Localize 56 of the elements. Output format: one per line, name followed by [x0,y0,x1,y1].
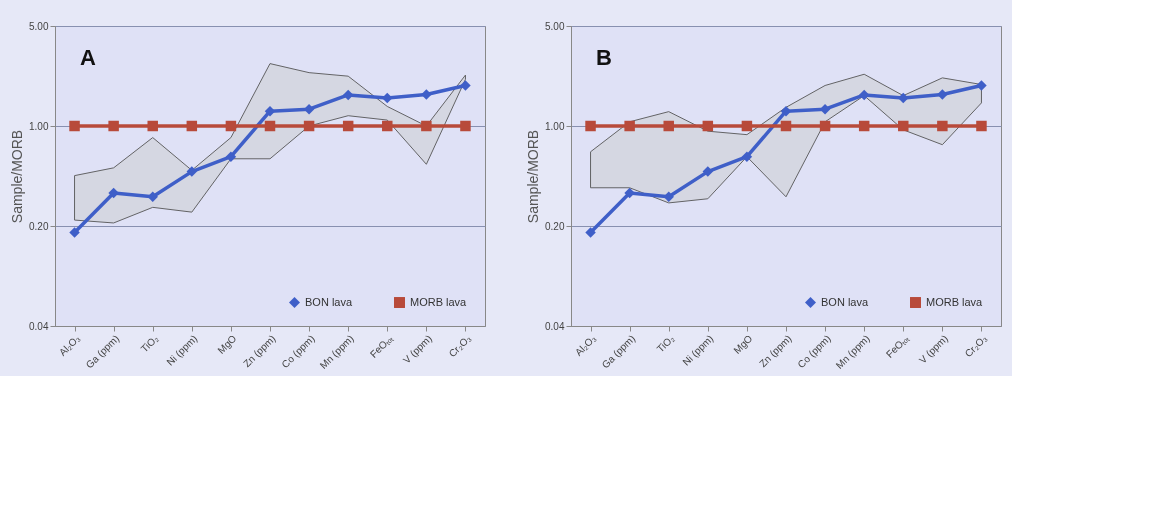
point [69,227,80,238]
point [186,166,198,177]
point [858,120,870,132]
point [225,120,237,132]
legend-label: MORB lava [926,295,984,308]
point [624,187,635,199]
legend-label: BON lava [821,295,869,308]
point [342,89,354,101]
point [898,120,909,132]
legend-label: BON lava [305,295,353,308]
y-tick-label: 1.00 [545,120,565,132]
point [741,120,753,132]
y-tick-label: 0.20 [29,220,49,232]
point [264,120,276,132]
point [741,151,753,162]
point [976,80,987,91]
point [976,120,987,132]
point [382,120,393,132]
point [702,166,714,177]
annotation: B [596,45,612,70]
point [858,89,870,101]
point [937,89,948,100]
point [382,92,393,104]
legend-label: MORB lava [410,295,468,308]
point [702,120,714,132]
annotation: A [80,45,96,70]
y-axis-title: Sample/MORB [525,129,542,224]
x-tick-label: TiO₂ [654,332,677,355]
y-axis-title: Sample/MORB [9,129,26,224]
point [819,120,831,132]
point [303,120,315,132]
point [69,120,80,132]
point [225,151,237,162]
point [421,89,432,100]
point [937,120,948,132]
y-tick-label: 0.04 [545,320,565,332]
point [898,92,909,104]
x-tick-label: TiO₂ [138,332,161,355]
point [108,120,119,132]
y-tick-label: 5.00 [29,20,49,32]
point [624,120,635,132]
point [421,120,432,132]
y-tick-label: 0.04 [29,320,49,332]
point [663,120,674,132]
point [585,120,596,132]
point [585,227,596,238]
point [460,80,471,91]
point [460,120,471,132]
y-tick-label: 1.00 [29,120,49,132]
point [342,120,354,132]
y-tick-label: 0.20 [545,220,565,232]
y-tick-label: 5.00 [545,20,565,32]
point [147,120,158,132]
point [780,120,792,132]
point [186,120,198,132]
point [108,187,119,199]
